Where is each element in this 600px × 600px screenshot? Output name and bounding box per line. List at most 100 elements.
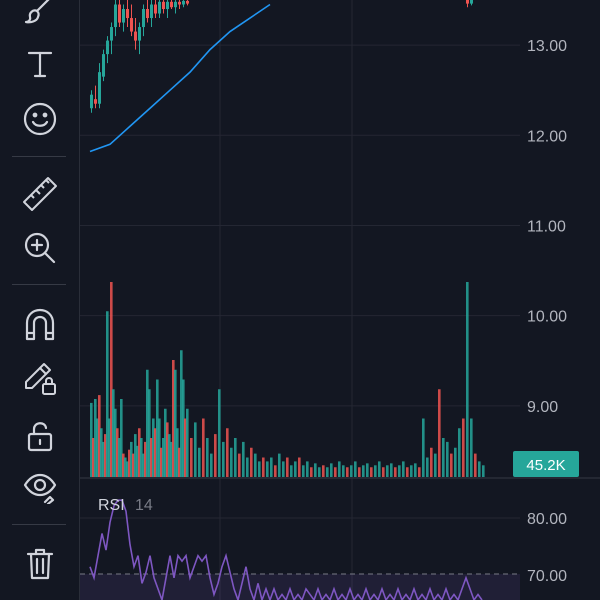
lock-drawings-tool[interactable] (12, 356, 68, 400)
rsi-period: 14 (135, 497, 153, 514)
volume-bar (458, 428, 461, 477)
volume-bar (114, 408, 117, 477)
volume-bar (394, 467, 397, 477)
volume-bar (362, 465, 365, 477)
volume-bar (450, 453, 453, 477)
volume-bar (374, 465, 377, 477)
volume-bar (322, 465, 325, 477)
emoji-tool[interactable] (12, 97, 68, 141)
volume-bar (466, 282, 469, 477)
volume-bar (446, 441, 449, 477)
volume-bar (402, 461, 405, 477)
volume-bar (112, 389, 115, 477)
volume-bar (258, 461, 261, 477)
volume-bar (290, 465, 293, 477)
volume-bar (130, 441, 133, 477)
rsi-tick-label: 80.00 (527, 511, 567, 528)
volume-bar (286, 457, 289, 477)
volume-bar (482, 465, 485, 477)
zoom-in-tool[interactable] (12, 226, 68, 270)
ruler-tool[interactable] (12, 172, 68, 216)
volume-bar (390, 463, 393, 477)
candle-body (150, 4, 153, 19)
price-tick-label: 11.00 (527, 218, 566, 235)
volume-bar (410, 465, 413, 477)
volume-bar (378, 461, 381, 477)
volume-bar (358, 467, 361, 477)
volume-bar (298, 457, 301, 477)
volume-bar (478, 461, 481, 477)
volume-bar (422, 418, 425, 477)
text-icon (27, 51, 53, 78)
candle-body (162, 1, 165, 10)
volume-bar (330, 463, 333, 477)
volume-bar (262, 457, 265, 477)
volume-bar (406, 467, 409, 477)
hide-drawings-tool[interactable] (12, 464, 68, 508)
volume-bar (338, 461, 341, 477)
volume-bar (434, 453, 437, 477)
volume-bar (186, 408, 189, 477)
volume-bar (148, 389, 151, 477)
volume-bar (182, 379, 185, 477)
candle-body (102, 54, 105, 77)
volume-bar (102, 441, 105, 477)
volume-bar (100, 428, 103, 477)
volume-bar (242, 441, 245, 477)
volume-bar (194, 422, 197, 477)
candle-body (126, 9, 129, 19)
volume-bar (354, 461, 357, 477)
volume-bar (156, 379, 159, 477)
volume-bar (172, 360, 175, 477)
volume-bar (136, 445, 139, 477)
candle-body (98, 72, 101, 104)
volume-bar (106, 311, 109, 477)
volume-bar (398, 465, 401, 477)
volume-bar (122, 453, 125, 477)
price-axis[interactable]: 13.00 12.00 11.00 10.00 9.00 (527, 38, 567, 416)
candle-body (186, 0, 189, 4)
volume-bar (254, 453, 257, 477)
volume-bar (350, 465, 353, 477)
volume-bar (470, 418, 473, 477)
candlestick-series (90, 0, 473, 113)
volume-bar (152, 418, 155, 477)
volume-bar (164, 408, 167, 477)
candle-body (466, 0, 469, 4)
candle-body (170, 1, 173, 8)
price-tick-label: 13.00 (527, 38, 567, 55)
candle-body (90, 94, 93, 109)
pencil-lock-icon (25, 363, 56, 395)
volume-bar (266, 461, 269, 477)
volume-bar (326, 467, 329, 477)
price-chart[interactable]: 13.00 12.00 11.00 10.00 9.00 45.2K RSI 14 80… (80, 0, 600, 600)
candle-body (158, 1, 161, 14)
volume-bar (98, 395, 101, 477)
volume-bar (270, 457, 273, 477)
volume-bar (314, 463, 317, 477)
candle-body (182, 0, 185, 5)
volume-bar (370, 467, 373, 477)
volume-bar (126, 461, 129, 477)
volume-bar (282, 461, 285, 477)
volume-bar (198, 447, 201, 477)
volume-bar (426, 457, 429, 477)
volume-bar (90, 402, 93, 477)
volume-bar (128, 449, 131, 477)
volume-bar (454, 447, 457, 477)
toolbar-divider (12, 284, 66, 285)
volume-bar (202, 418, 205, 477)
delete-tool[interactable] (12, 542, 68, 586)
candle-body (146, 9, 149, 19)
volume-bar (104, 434, 107, 477)
brush-tool[interactable] (12, 0, 68, 30)
zoom-in-icon (24, 232, 56, 264)
price-tick-label: 9.00 (527, 399, 558, 416)
volume-bar (226, 428, 229, 477)
volume-bar (250, 447, 253, 477)
volume-bar (184, 418, 187, 477)
candle-body (110, 27, 113, 41)
unlock-tool[interactable] (12, 414, 68, 458)
magnet-tool[interactable] (12, 302, 68, 346)
text-tool[interactable] (12, 42, 68, 86)
